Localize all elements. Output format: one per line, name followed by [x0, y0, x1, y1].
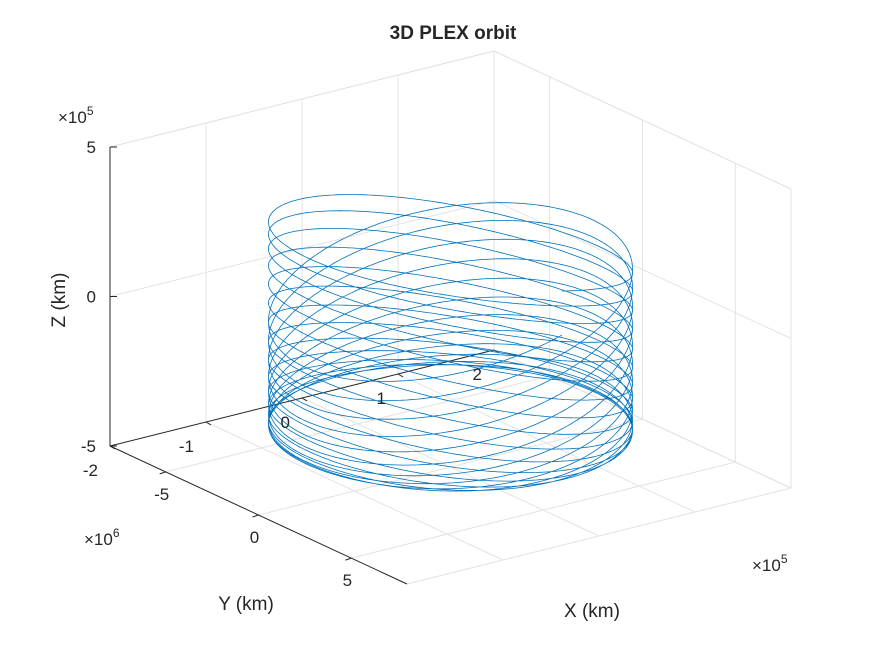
z-tick-label: 0: [87, 288, 96, 307]
y-tick-mark: [109, 445, 116, 450]
y-tick-mark: [397, 373, 404, 378]
axes-box: [109, 146, 500, 585]
orbit-series-line: [268, 194, 633, 492]
y-axis-label: Y (km): [218, 594, 274, 615]
y-tick-mark: [301, 397, 308, 402]
z-tick-label: 5: [87, 138, 96, 157]
chart-title: 3D PLEX orbit: [390, 23, 517, 44]
x-multiplier: ×105: [752, 552, 788, 575]
orbit-trajectory: [268, 194, 633, 492]
y-tick-label: -2: [83, 461, 98, 480]
z-tick-label: -5: [81, 437, 96, 456]
grid-line: [493, 349, 792, 489]
grid-line: [205, 421, 504, 561]
y-tick-label: -1: [179, 437, 194, 456]
y-multiplier: ×106: [84, 526, 120, 549]
grid-line: [493, 50, 792, 190]
tick-labels: -5 0 5 -5 0 5 -2 -1 0 1 2: [81, 138, 482, 590]
x-tick-label: 0: [250, 528, 259, 547]
y-tick-label: 1: [377, 389, 386, 408]
grid-line: [406, 487, 792, 585]
y-tick-label: 0: [281, 413, 290, 432]
x-tick-mark: [252, 514, 259, 518]
y-tick-label: 2: [473, 365, 482, 384]
grid-line: [397, 373, 696, 513]
grid-line: [109, 50, 495, 148]
x-tick-label: 5: [343, 571, 352, 590]
x-tick-mark: [159, 471, 166, 475]
z-multiplier: ×105: [58, 104, 94, 127]
x-tick-label: -5: [154, 485, 169, 504]
x-tick-mark: [345, 557, 352, 561]
z-axis-label: Z (km): [49, 273, 70, 328]
y-tick-mark: [205, 421, 212, 426]
x-axis-label: X (km): [564, 601, 620, 622]
